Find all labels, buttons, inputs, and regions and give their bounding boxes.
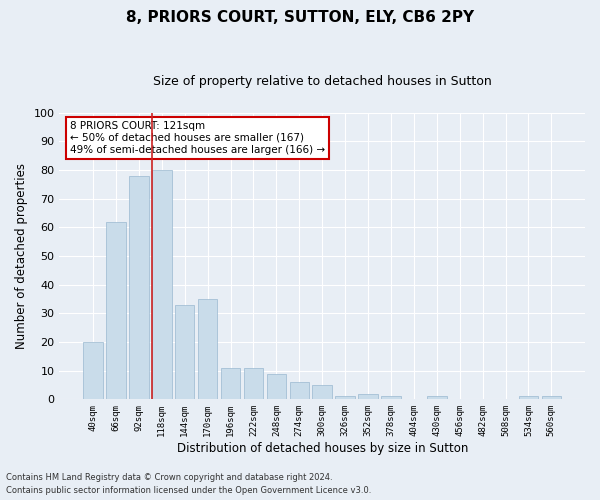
Bar [542,396,561,400]
Bar [221,368,240,400]
Text: 8 PRIORS COURT: 121sqm
← 50% of detached houses are smaller (167)
49% of semi-de: 8 PRIORS COURT: 121sqm ← 50% of detached… [70,122,325,154]
Bar [335,396,355,400]
Bar [175,305,194,400]
Bar [519,396,538,400]
Bar [106,222,126,400]
Title: Size of property relative to detached houses in Sutton: Size of property relative to detached ho… [153,75,491,88]
Bar [198,299,217,400]
Bar [427,396,446,400]
Bar [83,342,103,400]
Y-axis label: Number of detached properties: Number of detached properties [15,163,28,349]
Bar [266,374,286,400]
Text: 8, PRIORS COURT, SUTTON, ELY, CB6 2PY: 8, PRIORS COURT, SUTTON, ELY, CB6 2PY [126,10,474,25]
Bar [381,396,401,400]
Bar [244,368,263,400]
Bar [152,170,172,400]
Bar [290,382,309,400]
Bar [313,385,332,400]
X-axis label: Distribution of detached houses by size in Sutton: Distribution of detached houses by size … [176,442,468,455]
Bar [129,176,149,400]
Text: Contains HM Land Registry data © Crown copyright and database right 2024.
Contai: Contains HM Land Registry data © Crown c… [6,474,371,495]
Bar [358,394,378,400]
